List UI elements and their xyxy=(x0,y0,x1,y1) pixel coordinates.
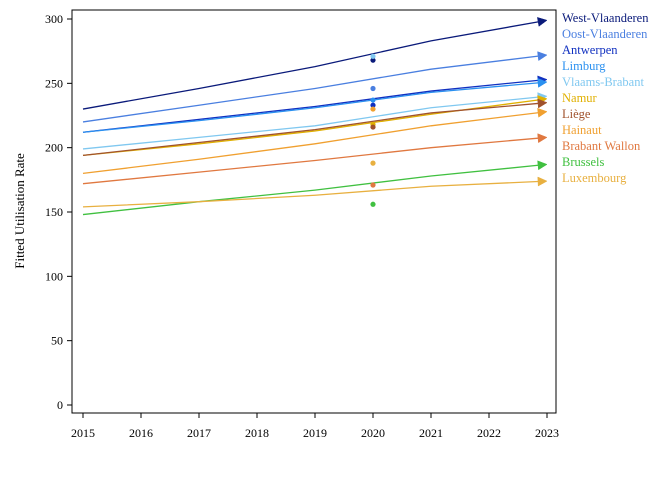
legend-label: Namur xyxy=(562,91,598,105)
x-tick-label: 2016 xyxy=(129,426,153,440)
series-arrowhead xyxy=(537,133,548,144)
y-tick-label: 100 xyxy=(45,269,63,283)
observed-point xyxy=(370,53,376,59)
legend-label: West-Vlaanderen xyxy=(562,11,649,25)
y-tick-label: 200 xyxy=(45,141,63,155)
series-arrowhead xyxy=(537,51,548,62)
series-line xyxy=(82,102,539,157)
legend-label: Hainaut xyxy=(562,123,602,137)
series-arrowhead xyxy=(537,176,548,187)
plot-area xyxy=(71,9,557,414)
observed-point xyxy=(370,102,376,108)
y-tick-label: 50 xyxy=(51,334,63,348)
legend-label: Antwerpen xyxy=(562,43,618,57)
legend-label: Limburg xyxy=(562,59,606,73)
y-tick-label: 0 xyxy=(57,398,63,412)
legend-label: Liège xyxy=(562,107,591,121)
observed-point xyxy=(370,97,376,103)
observed-point xyxy=(370,124,376,130)
x-tick-label: 2023 xyxy=(535,426,559,440)
series-line xyxy=(82,180,539,208)
legend-label: Brabant Wallon xyxy=(562,139,641,153)
series-line xyxy=(82,82,539,133)
x-tick-label: 2018 xyxy=(245,426,269,440)
observed-point xyxy=(370,106,376,112)
observed-points xyxy=(370,53,376,207)
y-tick-label: 250 xyxy=(45,76,63,90)
x-tick-label: 2017 xyxy=(187,426,211,440)
legend-label: Brussels xyxy=(562,155,605,169)
series-line xyxy=(82,21,539,110)
series-arrowhead xyxy=(537,17,548,27)
observed-point xyxy=(370,85,376,92)
x-axis: 2015 2016 2017 2018 2019 2020 2021 2022 2023 xyxy=(71,413,559,440)
legend-label: Luxembourg xyxy=(562,171,627,185)
observed-point xyxy=(370,160,376,166)
x-tick-label: 2020 xyxy=(361,426,385,440)
y-tick-label: 150 xyxy=(45,205,63,219)
series-line xyxy=(82,137,539,185)
series-line xyxy=(82,96,539,150)
series-arrowhead xyxy=(537,160,548,171)
x-tick-label: 2021 xyxy=(419,426,443,440)
series-line xyxy=(82,79,539,133)
x-tick-label: 2022 xyxy=(477,426,501,440)
legend-label: Vlaams-Brabant xyxy=(562,75,644,89)
y-axis: 0 50 100 150 200 250 300 xyxy=(45,12,72,412)
series-line xyxy=(82,164,539,216)
observed-point xyxy=(370,182,376,188)
series-arrowhead xyxy=(537,98,548,109)
series-arrowhead xyxy=(537,77,548,88)
observed-point xyxy=(370,201,376,207)
y-axis-title: Fitted Utilisation Rate xyxy=(12,153,27,269)
series-arrowhead xyxy=(537,107,548,118)
legend-label: Oost-Vlaanderen xyxy=(562,27,648,41)
legend: West-Vlaanderen Oost-Vlaanderen Antwerpen L… xyxy=(562,11,649,185)
series-lines xyxy=(82,17,548,216)
x-tick-label: 2019 xyxy=(303,426,327,440)
observed-point xyxy=(370,57,376,63)
series-line xyxy=(82,112,539,175)
series-line xyxy=(82,55,539,123)
x-tick-label: 2015 xyxy=(71,426,95,440)
y-tick-label: 300 xyxy=(45,12,63,26)
